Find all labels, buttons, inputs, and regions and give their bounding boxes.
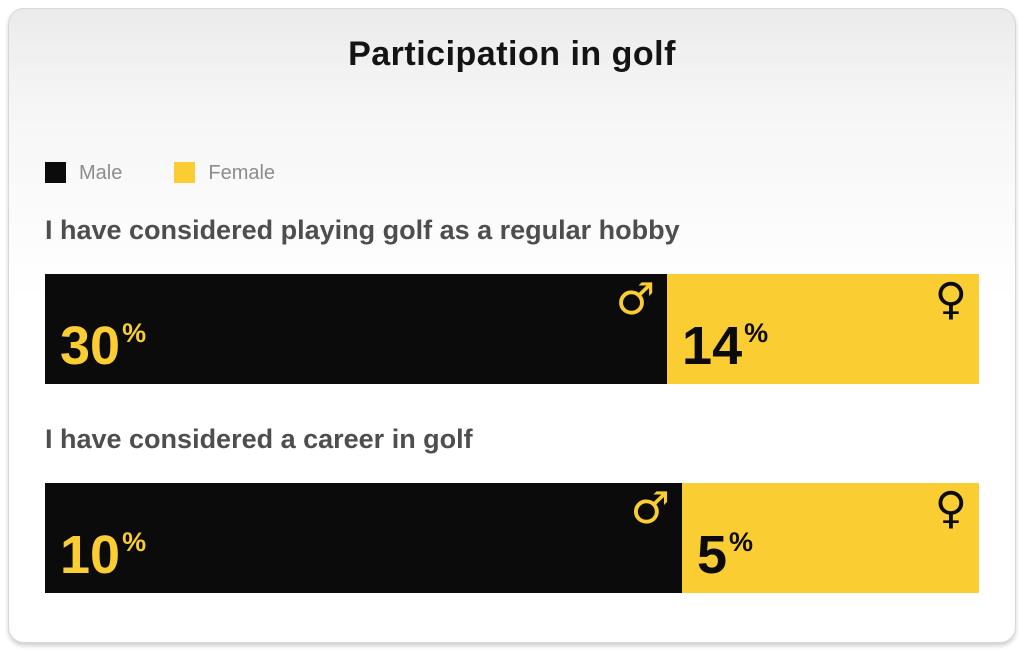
- male-value-number: 10: [60, 525, 121, 586]
- male-icon: ♂: [630, 483, 670, 535]
- legend: Male Female: [45, 161, 979, 184]
- legend-label-male: Male: [79, 161, 123, 184]
- bar-row-hobby: ♂ 30% ♀ 14%: [45, 274, 979, 385]
- female-icon: ♀: [934, 274, 967, 326]
- female-value-number: 5: [696, 525, 728, 586]
- female-swatch-icon: [174, 162, 196, 184]
- bar-segment-male-career: ♂ 10%: [45, 483, 682, 594]
- chart-title: Participation in golf: [348, 35, 676, 73]
- infographic-card: Participation in golf Male Female I have…: [8, 8, 1016, 643]
- legend-item-female: Female: [174, 161, 276, 184]
- bar-segment-female-career: ♀ 5%: [681, 483, 979, 594]
- bar-segment-male-hobby: ♂ 30%: [45, 274, 668, 385]
- legend-label-female: Female: [208, 161, 276, 184]
- male-value-unit: %: [122, 527, 147, 558]
- female-icon: ♀: [934, 483, 967, 535]
- male-swatch-icon: [45, 162, 66, 184]
- question-label-career: I have considered a career in golf: [45, 424, 473, 455]
- male-value-number: 30: [60, 316, 121, 377]
- male-value-hobby: 30%: [60, 319, 146, 373]
- male-value-unit: %: [122, 318, 147, 349]
- male-value-career: 10%: [60, 528, 146, 582]
- female-value-hobby: 14%: [682, 319, 768, 373]
- legend-item-male: Male: [45, 161, 123, 184]
- bar-segment-female-hobby: ♀ 14%: [667, 274, 979, 385]
- female-value-number: 14: [682, 316, 743, 377]
- female-value-unit: %: [744, 318, 769, 349]
- female-value-unit: %: [729, 527, 754, 558]
- question-label-hobby: I have considered playing golf as a regu…: [45, 215, 680, 246]
- female-value-career: 5%: [697, 528, 753, 582]
- bar-row-career: ♂ 10% ♀ 5%: [45, 483, 979, 594]
- male-icon: ♂: [615, 274, 656, 326]
